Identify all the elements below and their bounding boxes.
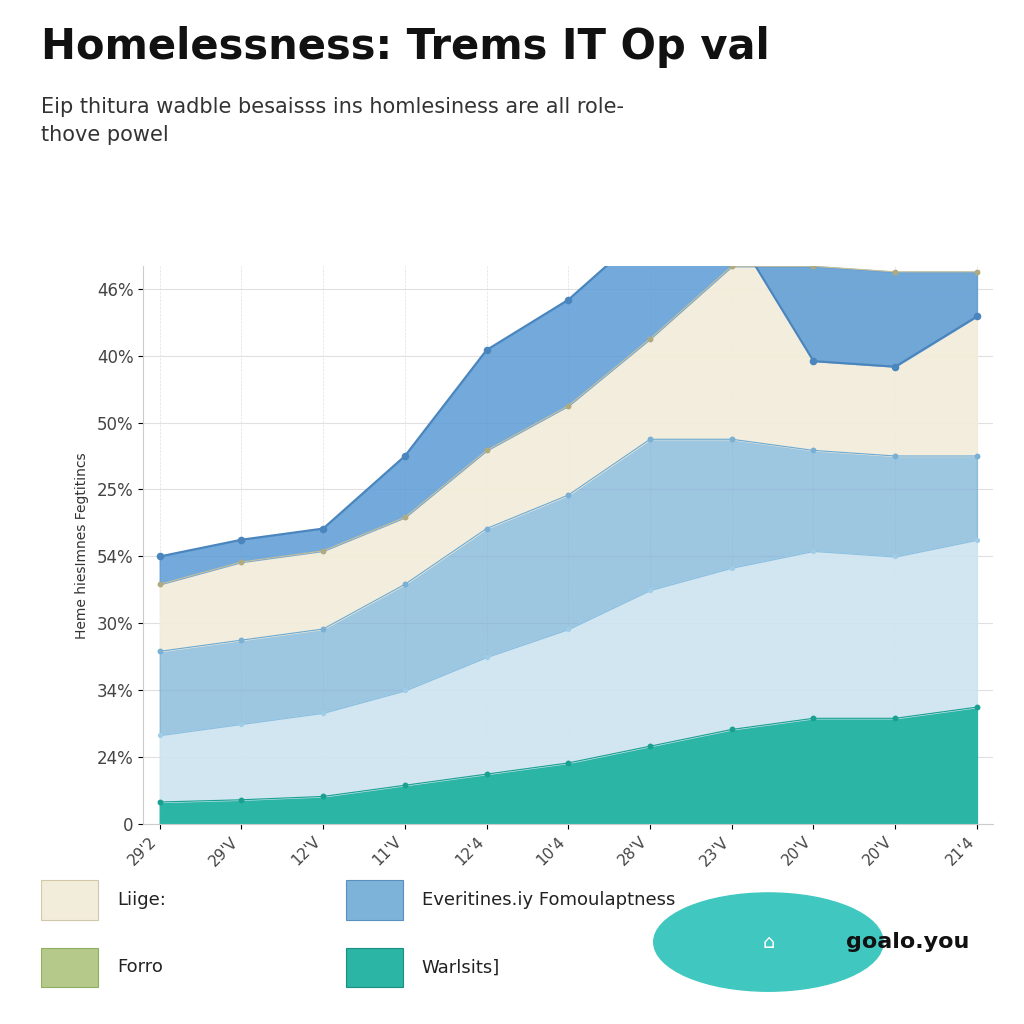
Point [969, 531, 985, 548]
Point [396, 777, 413, 794]
Point [805, 442, 821, 459]
Point [396, 577, 413, 593]
Point [478, 649, 495, 666]
Point [233, 632, 250, 648]
Point [396, 447, 413, 464]
Text: Warlsits]: Warlsits] [422, 958, 500, 977]
Point [969, 699, 985, 716]
Point [315, 788, 332, 805]
Point [315, 705, 332, 721]
FancyBboxPatch shape [346, 948, 402, 987]
Y-axis label: Heme hiesImnes Fegtitincs: Heme hiesImnes Fegtitincs [75, 452, 88, 639]
Text: Liige:: Liige: [117, 891, 166, 909]
Text: Everitines.iy Fomoulaptness: Everitines.iy Fomoulaptness [422, 891, 675, 909]
Point [315, 621, 332, 637]
Point [969, 447, 985, 464]
Point [724, 219, 740, 236]
Point [233, 554, 250, 570]
Point [642, 331, 658, 347]
Point [315, 543, 332, 559]
Point [724, 721, 740, 737]
Point [560, 621, 577, 637]
Point [560, 397, 577, 414]
Point [969, 308, 985, 325]
FancyBboxPatch shape [346, 881, 402, 920]
Point [478, 342, 495, 358]
Point [396, 509, 413, 525]
Point [315, 520, 332, 537]
Circle shape [653, 893, 883, 991]
Point [724, 431, 740, 447]
Point [152, 794, 168, 810]
Point [887, 447, 903, 464]
Text: ⌂: ⌂ [762, 933, 774, 951]
Point [478, 520, 495, 537]
FancyBboxPatch shape [41, 948, 98, 987]
Text: Forro: Forro [117, 958, 163, 977]
Point [724, 559, 740, 575]
Point [560, 486, 577, 503]
Point [152, 643, 168, 659]
Text: Eip thitura wadble besaisss ins homlesiness are all role-
thove powel: Eip thitura wadble besaisss ins homlesin… [41, 97, 624, 145]
Point [152, 727, 168, 743]
Point [233, 792, 250, 808]
Point [642, 738, 658, 755]
Point [887, 548, 903, 564]
Point [233, 716, 250, 732]
Point [724, 258, 740, 274]
Point [642, 582, 658, 598]
Point [478, 442, 495, 459]
Point [805, 353, 821, 370]
Text: goalo.you: goalo.you [846, 932, 969, 952]
Point [805, 710, 821, 726]
Point [642, 431, 658, 447]
Point [478, 766, 495, 782]
Point [887, 710, 903, 726]
Point [233, 531, 250, 548]
Point [152, 577, 168, 593]
Point [396, 682, 413, 698]
Point [887, 263, 903, 280]
Point [805, 543, 821, 559]
Point [969, 263, 985, 280]
Point [560, 755, 577, 771]
FancyBboxPatch shape [41, 881, 98, 920]
Point [642, 219, 658, 236]
Point [805, 258, 821, 274]
Text: Homelessness: Trems IT Op val: Homelessness: Trems IT Op val [41, 26, 770, 68]
Point [152, 548, 168, 564]
Point [560, 292, 577, 308]
Point [887, 358, 903, 375]
